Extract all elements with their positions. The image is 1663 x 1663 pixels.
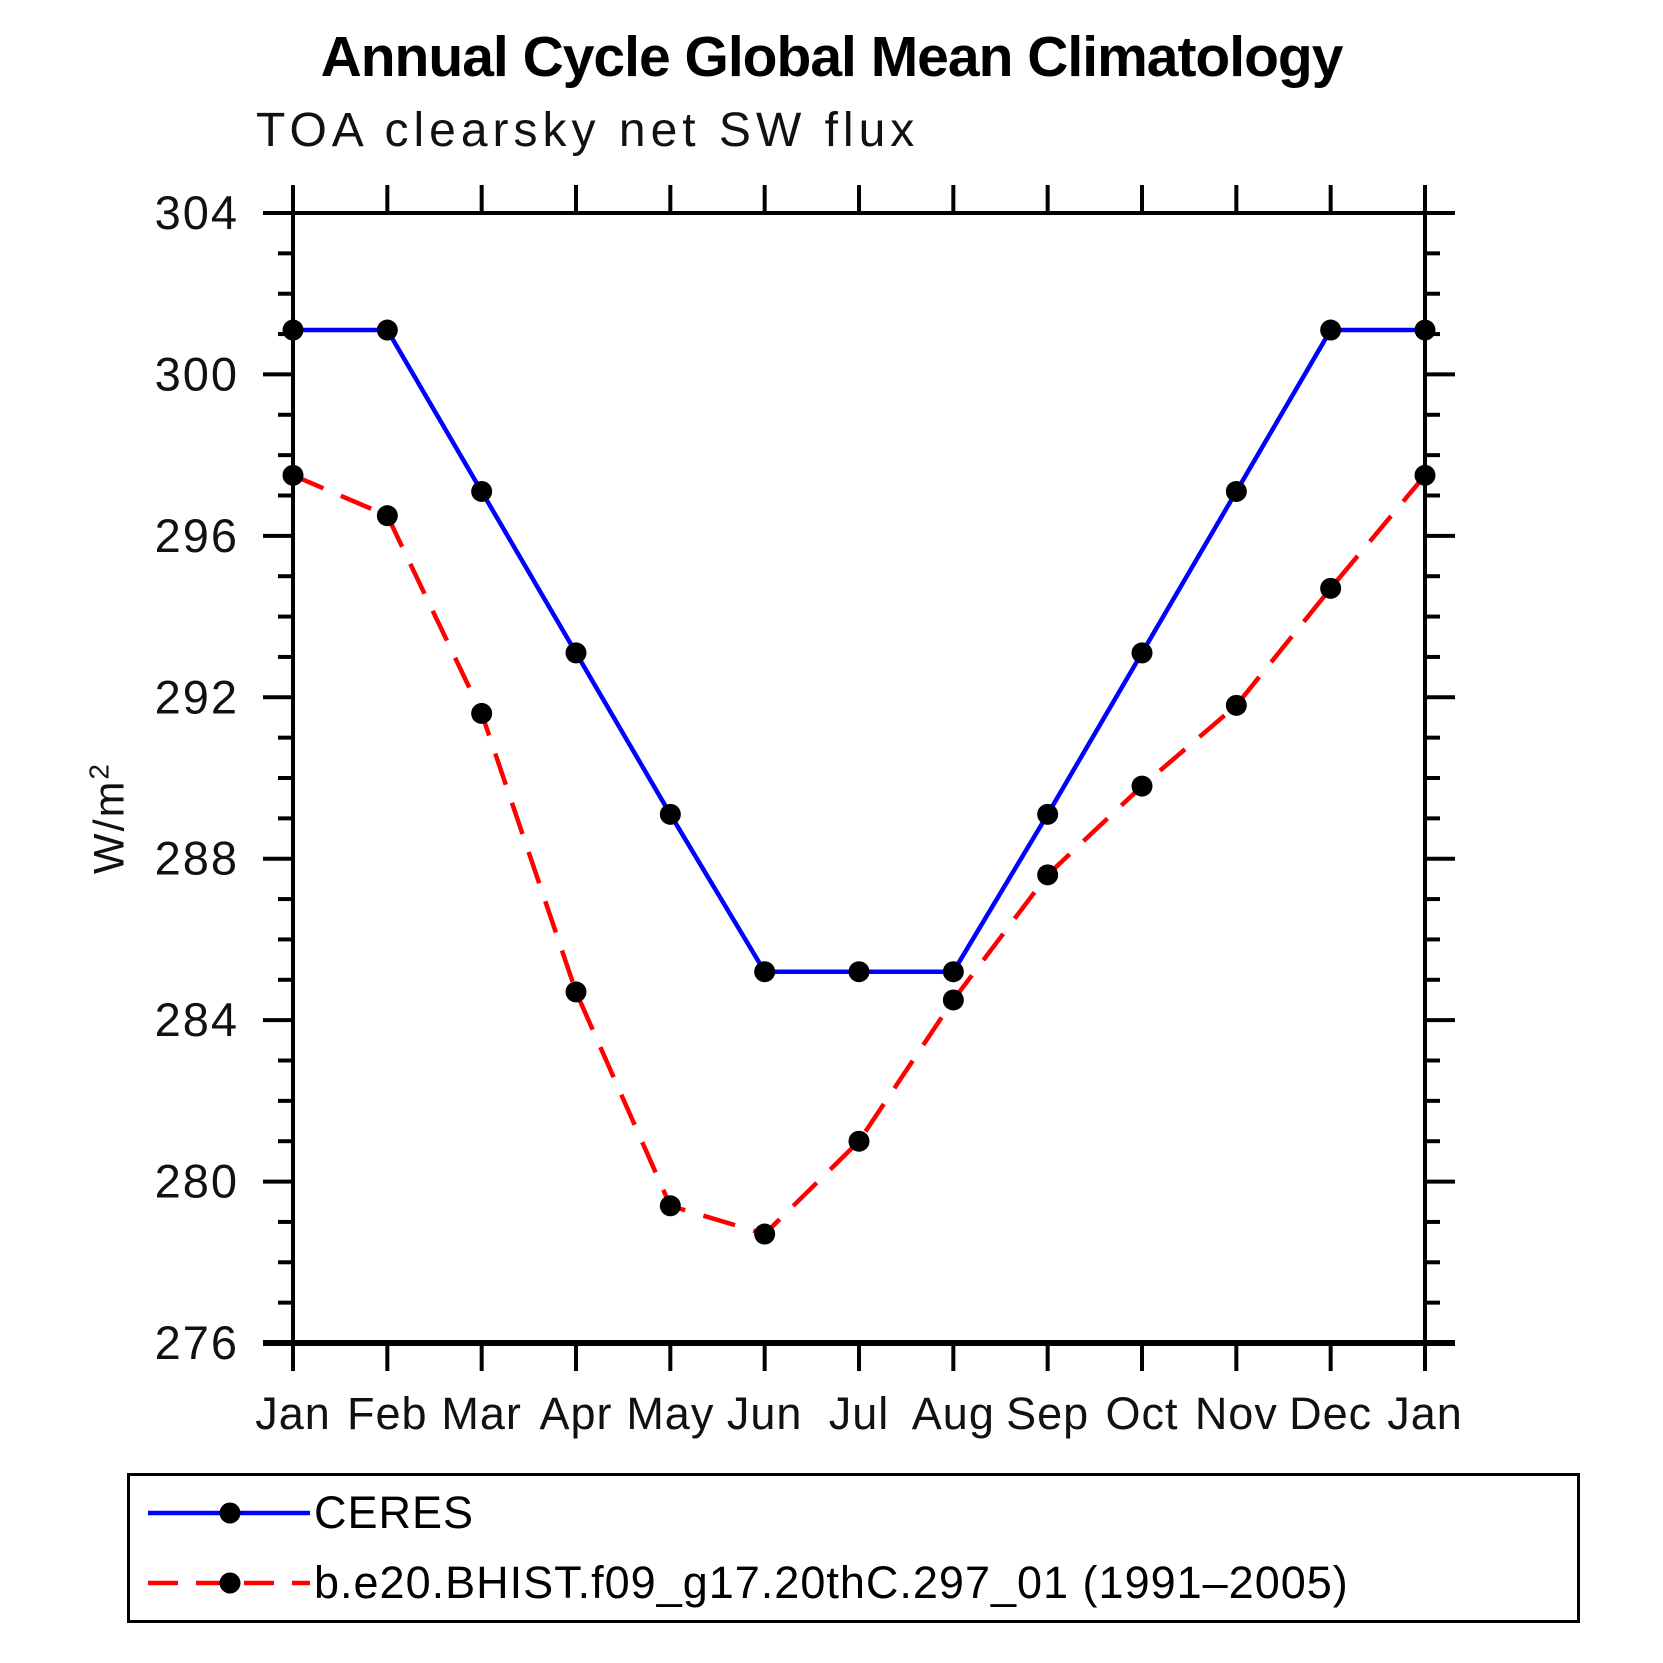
data-point-ceres-8 <box>1037 803 1059 825</box>
chart-title: Annual Cycle Global Mean Climatology <box>320 25 1344 89</box>
x-tick-label: Jul <box>829 1388 890 1439</box>
data-point-ceres-5 <box>754 961 776 983</box>
data-point-model-4 <box>659 1195 681 1217</box>
data-point-model-0 <box>282 464 304 486</box>
data-point-model-8 <box>1037 864 1059 886</box>
y-tick-label: 288 <box>155 832 239 885</box>
y-tick-label: 284 <box>155 993 239 1046</box>
chart-subtitle: TOA clearsky net SW flux <box>256 104 920 157</box>
y-tick-label: 300 <box>155 347 239 400</box>
x-tick-label: Jan <box>1387 1388 1463 1439</box>
data-point-ceres-2 <box>471 480 493 502</box>
x-tick-label: Dec <box>1289 1388 1372 1439</box>
data-point-model-6 <box>848 1130 870 1152</box>
x-tick-label: Nov <box>1195 1388 1278 1439</box>
x-tick-label: Mar <box>441 1388 522 1439</box>
data-point-ceres-12 <box>1414 319 1436 341</box>
data-point-model-10 <box>1225 694 1247 716</box>
x-tick-label: Apr <box>539 1388 612 1439</box>
y-tick-label: 276 <box>155 1316 239 1369</box>
x-tick-label: Jan <box>255 1388 331 1439</box>
data-point-model-1 <box>376 505 398 527</box>
data-point-ceres-0 <box>282 319 304 341</box>
legend: CERES b.e20.BHIST.f09_g17.20thC.297_01 (… <box>127 1473 1580 1623</box>
data-point-ceres-11 <box>1320 319 1342 341</box>
x-tick-label: Feb <box>347 1388 428 1439</box>
x-tick-label: Aug <box>912 1388 995 1439</box>
legend-sample-marker <box>219 1572 241 1594</box>
x-tick-label: May <box>626 1388 714 1439</box>
data-point-ceres-1 <box>376 319 398 341</box>
legend-sample-marker <box>219 1502 241 1524</box>
data-point-ceres-10 <box>1225 480 1247 502</box>
legend-row-ceres: CERES <box>146 1478 1577 1548</box>
legend-label-model: b.e20.BHIST.f09_g17.20thC.297_01 (1991–2… <box>314 1557 1349 1608</box>
y-tick-label: 292 <box>155 670 239 723</box>
data-point-model-11 <box>1320 577 1342 599</box>
x-tick-label: Sep <box>1006 1388 1089 1439</box>
legend-label-ceres: CERES <box>314 1487 475 1538</box>
series-line-model <box>292 473 1427 1237</box>
data-point-model-9 <box>1131 775 1153 797</box>
y-tick-label: 304 <box>155 186 239 239</box>
data-point-ceres-3 <box>565 642 587 664</box>
data-point-ceres-9 <box>1131 642 1153 664</box>
data-point-model-12 <box>1414 464 1436 486</box>
data-point-model-2 <box>471 702 493 724</box>
data-point-ceres-6 <box>848 961 870 983</box>
y-tick-label: 280 <box>155 1155 239 1208</box>
data-point-model-3 <box>565 981 587 1003</box>
data-point-ceres-7 <box>942 961 964 983</box>
x-tick-label: Jun <box>727 1388 803 1439</box>
data-point-model-5 <box>754 1223 776 1245</box>
data-point-ceres-4 <box>659 803 681 825</box>
legend-line-sample-model <box>148 1572 310 1594</box>
legend-line-sample-ceres <box>148 1502 310 1524</box>
y-tick-label: 296 <box>155 509 239 562</box>
legend-row-model: b.e20.BHIST.f09_g17.20thC.297_01 (1991–2… <box>146 1548 1577 1618</box>
x-tick-label: Oct <box>1105 1388 1178 1439</box>
data-point-model-7 <box>942 989 964 1011</box>
series-line-ceres <box>293 327 1425 974</box>
